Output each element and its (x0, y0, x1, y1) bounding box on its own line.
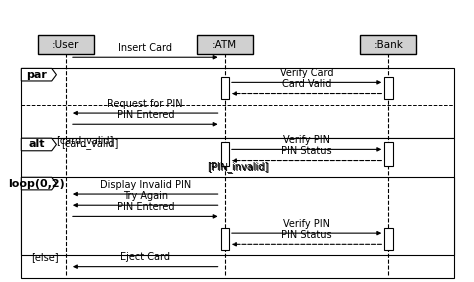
FancyBboxPatch shape (197, 35, 253, 54)
FancyBboxPatch shape (21, 177, 454, 255)
Text: loop(0,2): loop(0,2) (8, 179, 65, 189)
Text: PIN Entered: PIN Entered (117, 110, 174, 120)
Text: :User: :User (52, 40, 80, 50)
FancyBboxPatch shape (220, 228, 229, 250)
FancyBboxPatch shape (21, 138, 454, 278)
FancyBboxPatch shape (220, 77, 229, 99)
FancyBboxPatch shape (360, 35, 417, 54)
FancyBboxPatch shape (384, 228, 392, 250)
Text: Verify PIN: Verify PIN (283, 135, 330, 145)
Text: [PIN_invalid]: [PIN_invalid] (207, 161, 268, 172)
Text: Display Invalid PIN: Display Invalid PIN (100, 180, 191, 190)
Text: Card Valid: Card Valid (282, 79, 331, 89)
Text: Request for PIN: Request for PIN (108, 99, 183, 109)
Text: Verify PIN: Verify PIN (283, 219, 330, 229)
Text: PIN Entered: PIN Entered (117, 202, 174, 212)
Text: PIN Status: PIN Status (281, 230, 332, 240)
Text: [PIN_invalid]: [PIN_invalid] (208, 162, 269, 173)
FancyBboxPatch shape (384, 142, 392, 166)
Text: Insert Card: Insert Card (118, 43, 172, 53)
Polygon shape (21, 138, 56, 151)
Text: alt: alt (28, 140, 45, 149)
FancyBboxPatch shape (21, 69, 454, 138)
FancyBboxPatch shape (220, 142, 229, 166)
Text: PIN Status: PIN Status (281, 146, 332, 156)
Text: :ATM: :ATM (212, 40, 237, 50)
Text: Try Again: Try Again (123, 191, 168, 201)
Text: Verify Card: Verify Card (280, 68, 333, 78)
FancyBboxPatch shape (38, 35, 94, 54)
Text: [else]: [else] (31, 252, 58, 262)
Text: [card_valid]: [card_valid] (56, 136, 114, 146)
Text: [card_valid]: [card_valid] (61, 138, 118, 149)
Text: Eject Card: Eject Card (120, 252, 170, 263)
Text: :Bank: :Bank (374, 40, 403, 50)
Polygon shape (21, 69, 56, 81)
Text: par: par (26, 70, 47, 80)
FancyBboxPatch shape (384, 77, 392, 99)
Polygon shape (21, 177, 56, 190)
